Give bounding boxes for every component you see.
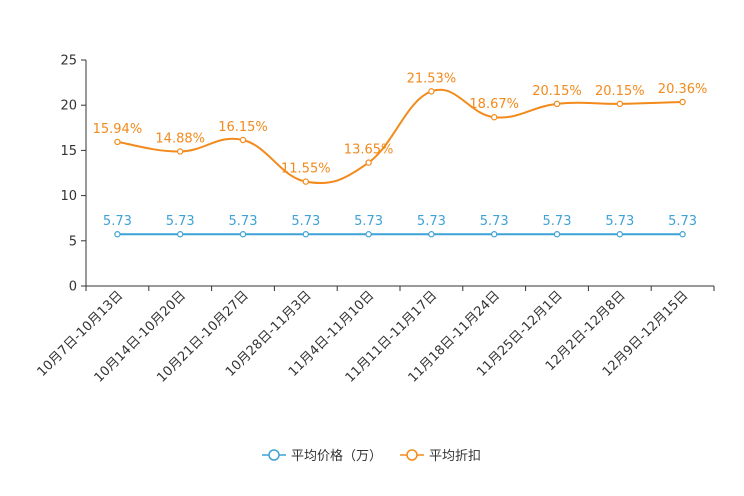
y-tick-label: 10 bbox=[60, 189, 77, 204]
legend-label: 平均价格（万） bbox=[291, 448, 382, 464]
data-label: 13.65% bbox=[344, 143, 394, 158]
data-point bbox=[365, 159, 372, 166]
data-label: 11.55% bbox=[281, 162, 331, 177]
y-tick-label: 0 bbox=[69, 280, 77, 295]
legend-marker bbox=[268, 449, 280, 461]
data-label: 20.15% bbox=[595, 84, 645, 99]
series-line bbox=[117, 88, 683, 185]
data-point bbox=[553, 100, 561, 108]
data-label: 5.73 bbox=[229, 214, 258, 229]
data-label: 5.73 bbox=[417, 214, 446, 229]
data-point bbox=[302, 231, 309, 238]
data-label: 5.73 bbox=[103, 214, 132, 229]
y-tick-label: 20 bbox=[60, 99, 77, 114]
data-point bbox=[365, 231, 372, 238]
data-label: 15.94% bbox=[93, 122, 143, 137]
data-point bbox=[114, 231, 121, 238]
data-label: 5.73 bbox=[166, 214, 195, 229]
data-label: 21.53% bbox=[407, 71, 457, 86]
data-point bbox=[176, 231, 184, 238]
data-point bbox=[239, 136, 247, 144]
data-point bbox=[553, 231, 561, 238]
data-label: 5.73 bbox=[605, 214, 634, 229]
legend: 平均价格（万） 平均折扣 bbox=[262, 448, 481, 464]
series-layer: 5.73 5.73 5.73 5.73 5.73 5.73 5.73 5.73 5.73 5.73… bbox=[93, 71, 708, 238]
data-point bbox=[428, 88, 435, 95]
data-point bbox=[239, 231, 247, 238]
data-label: 16.15% bbox=[218, 120, 268, 135]
data-label: 5.73 bbox=[668, 214, 697, 229]
series-1: 15.94% 14.88% 16.15% 11.55% 13.65% 21.53% 18.6… bbox=[93, 71, 708, 185]
data-point bbox=[679, 231, 686, 238]
legend-label: 平均折扣 bbox=[429, 449, 481, 464]
data-label: 5.73 bbox=[354, 214, 383, 229]
legend-marker bbox=[406, 449, 418, 461]
data-label: 20.36% bbox=[658, 82, 708, 97]
data-label: 18.67% bbox=[469, 97, 519, 112]
data-point bbox=[176, 148, 184, 155]
data-point bbox=[302, 178, 309, 185]
legend-item-0: 平均价格（万） bbox=[262, 448, 382, 464]
data-point bbox=[679, 98, 686, 106]
series-0: 5.73 5.73 5.73 5.73 5.73 5.73 5.73 5.73 5.73 5.73 bbox=[103, 214, 697, 238]
data-label: 5.73 bbox=[291, 214, 320, 229]
data-label: 5.73 bbox=[543, 214, 572, 229]
data-point bbox=[616, 231, 624, 238]
y-tick-label: 15 bbox=[60, 144, 77, 159]
y-tick-label: 5 bbox=[69, 234, 77, 249]
data-point bbox=[491, 114, 498, 121]
data-label: 14.88% bbox=[155, 131, 205, 146]
data-label: 5.73 bbox=[480, 214, 509, 229]
data-point bbox=[428, 231, 435, 238]
data-point bbox=[616, 100, 624, 108]
data-label: 20.15% bbox=[532, 84, 582, 99]
y-tick-label: 25 bbox=[60, 54, 77, 69]
data-point bbox=[114, 138, 121, 146]
data-point bbox=[491, 231, 498, 238]
legend-item-1: 平均折扣 bbox=[400, 449, 481, 464]
